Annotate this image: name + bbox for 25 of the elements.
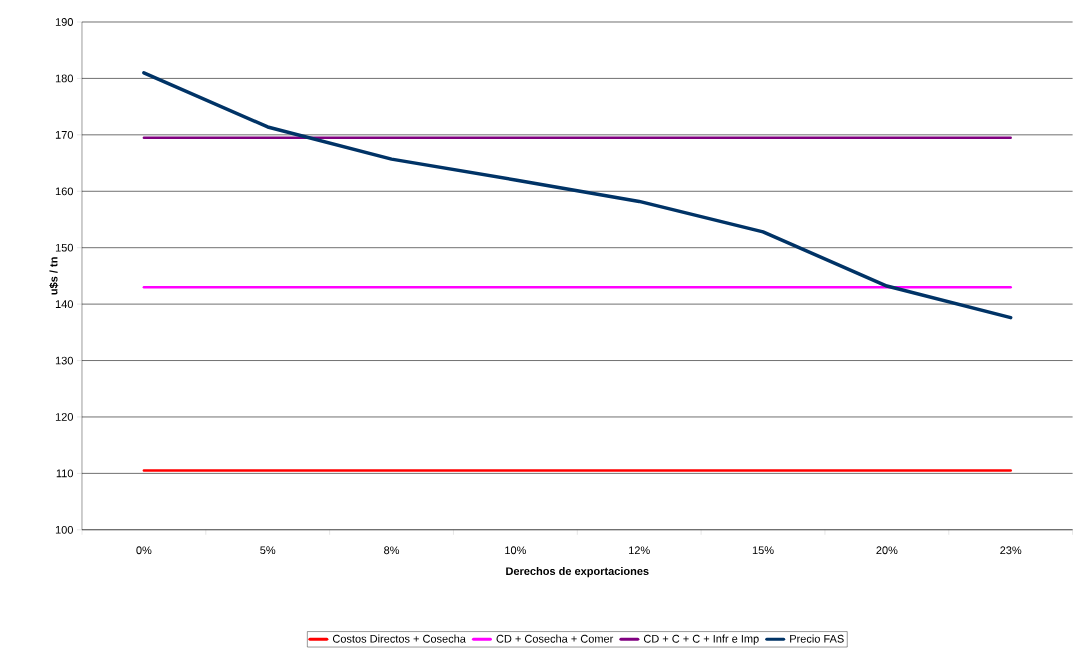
legend-label: Costos Directos + Cosecha bbox=[332, 634, 466, 643]
legend-label: CD + Cosecha + Comer bbox=[496, 634, 614, 643]
x-tick-label: 5% bbox=[260, 546, 276, 555]
y-tick-label: 120 bbox=[55, 413, 73, 421]
x-tick-label: 12% bbox=[629, 546, 650, 555]
x-tick-label: 8% bbox=[384, 546, 400, 555]
line-series bbox=[142, 71, 1013, 320]
x-tick-label: 20% bbox=[876, 546, 898, 555]
y-tick-label: 180 bbox=[55, 74, 73, 83]
y-tick-label: 100 bbox=[55, 526, 73, 534]
y-tick-label: 190 bbox=[55, 18, 73, 26]
y-tick-label: 130 bbox=[55, 356, 73, 365]
x-tick-label: 23% bbox=[1000, 546, 1022, 555]
legend-label: Precio FAS bbox=[790, 634, 844, 643]
y-tick-label: 170 bbox=[55, 131, 73, 139]
x-axis-title: Derechos de exportaciones bbox=[506, 567, 649, 578]
y-tick-label: 110 bbox=[56, 469, 73, 478]
x-tick-label: 15% bbox=[752, 546, 774, 555]
y-tick-label: 140 bbox=[55, 300, 73, 309]
x-tick-label: 0% bbox=[136, 546, 152, 555]
y-tick-label: 150 bbox=[55, 243, 73, 252]
legend-label: CD + C + C + Infr e Imp bbox=[643, 634, 759, 645]
x-tick-label: 10% bbox=[505, 546, 526, 555]
y-tick-label: 160 bbox=[55, 187, 73, 196]
y-axis-title: u$s / tn bbox=[49, 257, 59, 295]
